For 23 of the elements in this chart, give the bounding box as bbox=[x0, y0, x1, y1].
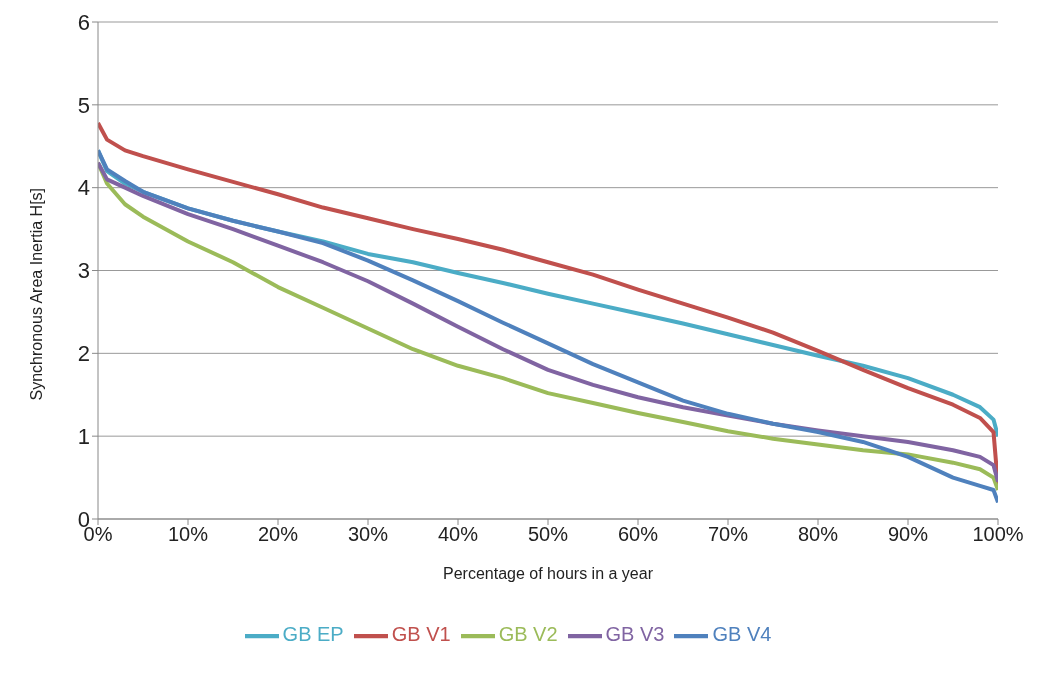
legend-label: GB V4 bbox=[712, 623, 772, 646]
x-axis-title: Percentage of hours in a year bbox=[443, 565, 654, 582]
x-tick-label: 10% bbox=[167, 523, 209, 546]
x-tick-label: 30% bbox=[347, 523, 389, 546]
y-tick-label: 3 bbox=[77, 258, 90, 284]
x-tick-label: 50% bbox=[527, 523, 569, 546]
x-tick-label: 20% bbox=[257, 523, 299, 546]
legend-label: GB V2 bbox=[498, 623, 558, 646]
legend-label: GB V3 bbox=[605, 623, 665, 646]
x-tick-label: 70% bbox=[707, 523, 749, 546]
y-tick-label: 5 bbox=[77, 92, 90, 118]
x-tick-label: 90% bbox=[887, 523, 929, 546]
y-tick-label: 2 bbox=[77, 341, 90, 367]
y-tick-label: 6 bbox=[77, 9, 90, 35]
legend-label: GB EP bbox=[282, 623, 344, 646]
x-tick-label: 40% bbox=[437, 523, 479, 546]
y-tick-label: 1 bbox=[77, 423, 90, 449]
legend-label: GB V1 bbox=[391, 623, 451, 646]
x-tick-label: 100% bbox=[972, 523, 1024, 546]
x-tick-label: 60% bbox=[617, 523, 659, 546]
y-tick-label: 4 bbox=[77, 175, 90, 201]
x-tick-label: 80% bbox=[797, 523, 839, 546]
y-axis-title: Synchronous Area Inertia H[s] bbox=[27, 187, 45, 401]
